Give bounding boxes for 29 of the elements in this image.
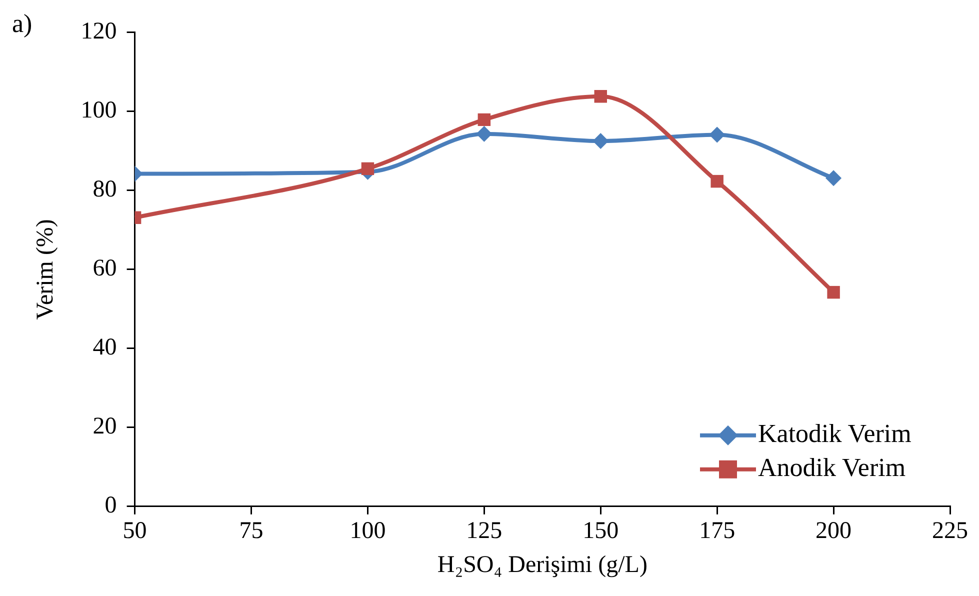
point: [478, 113, 491, 126]
point: [827, 286, 840, 299]
y-axis-title: Verim (%): [32, 219, 59, 320]
y-tick-label: 120: [80, 18, 117, 45]
x-tick-label: 175: [699, 518, 736, 544]
point: [592, 133, 609, 150]
y-tick-label: 20: [92, 414, 117, 440]
point: [594, 90, 607, 103]
x-tick-label: 50: [122, 518, 147, 544]
y-tick-label: 0: [104, 492, 117, 519]
x-tick-label: 200: [816, 518, 852, 544]
x-tick-label: 100: [350, 518, 386, 544]
point: [709, 126, 726, 143]
point: [826, 170, 842, 186]
x-tick-label: 225: [932, 518, 968, 544]
point: [710, 174, 724, 188]
y-tick-label: 100: [80, 98, 117, 124]
point: [361, 162, 374, 176]
y-tick-label: 40: [92, 334, 117, 361]
text: a): [12, 8, 32, 38]
x-tick-label: 75: [239, 518, 264, 544]
legend-label: Anodik Verim: [758, 453, 906, 482]
legend-label: Katodik Verim: [758, 419, 912, 448]
x-axis-title: H₂SO₄ Derişimi (g/L): [437, 552, 648, 578]
x-tick-label: 150: [582, 518, 619, 544]
point: [476, 126, 492, 142]
y-tick-label: 60: [92, 256, 117, 282]
x-tick-label: 125: [466, 518, 502, 544]
y-tick-label: 80: [92, 176, 117, 203]
